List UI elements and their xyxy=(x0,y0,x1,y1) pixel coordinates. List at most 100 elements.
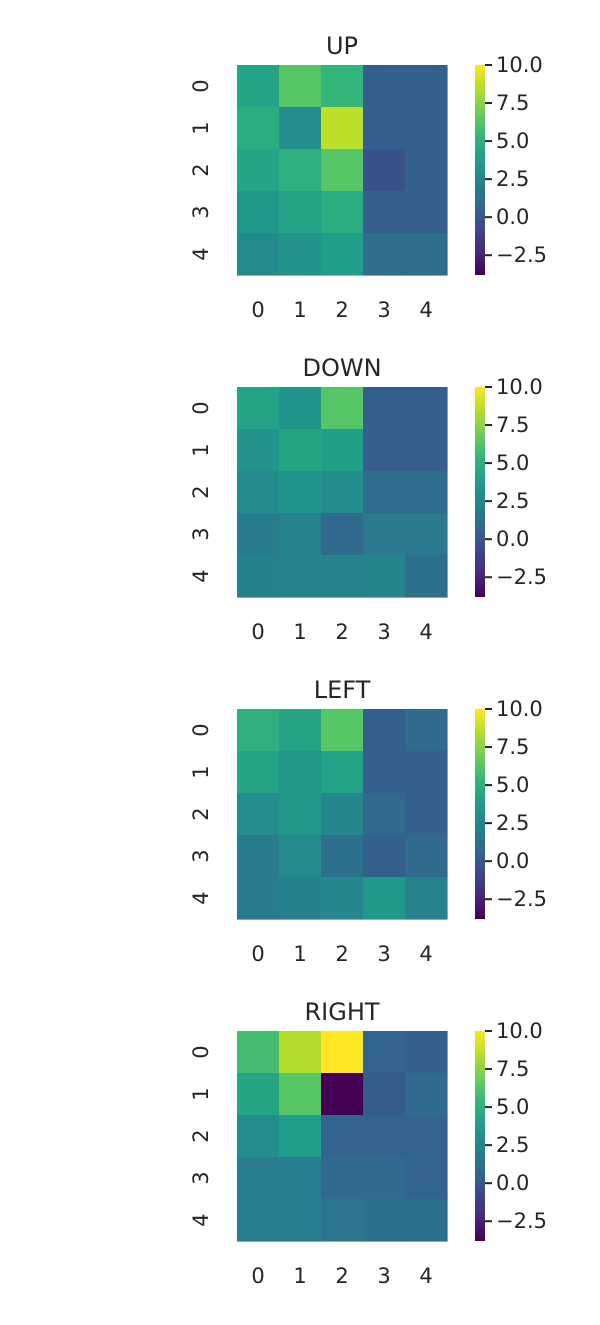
y-tick-label: 3 xyxy=(189,205,213,218)
heatmap-cell xyxy=(363,877,406,920)
heatmap-panel-down: DOWN 0 1 2 3 4 0 1 2 3 4 10.0 7.5 5.0 2.5 0.0 −2.5 xyxy=(189,354,547,644)
colorbar-tick-label: 5.0 xyxy=(496,1095,529,1119)
heatmap-panel-right: RIGHT 0 1 2 3 4 0 1 2 3 4 10.0 7.5 5.0 2.5 0.0 −2.5 xyxy=(189,998,547,1288)
heatmap-cell xyxy=(237,751,280,794)
heatmap-cell xyxy=(237,835,280,878)
heatmap-cell xyxy=(405,149,448,192)
heatmap-cell xyxy=(237,107,280,150)
colorbar-tick-label: 10.0 xyxy=(496,697,543,721)
x-tick-label: 1 xyxy=(293,942,306,966)
colorbar-tick-label: 2.5 xyxy=(496,167,529,191)
heatmap-cell xyxy=(321,835,364,878)
x-tick-label: 1 xyxy=(293,298,306,322)
y-tick-label: 2 xyxy=(189,1129,213,1142)
heatmap-cell xyxy=(363,835,406,878)
y-tick-label: 0 xyxy=(189,723,213,736)
colorbar-tick-label: 0.0 xyxy=(496,205,529,229)
heatmap-cell xyxy=(405,1199,448,1242)
heatmap-cell xyxy=(237,555,280,598)
colorbar xyxy=(475,1031,485,1241)
heatmap-cell xyxy=(321,387,364,430)
heatmap-cell xyxy=(279,709,322,752)
heatmap-cell xyxy=(237,877,280,920)
x-tick-label: 0 xyxy=(251,1264,264,1288)
heatmap-cell xyxy=(363,471,406,514)
panel-title: LEFT xyxy=(314,676,371,704)
heatmap-cell xyxy=(405,877,448,920)
heatmap-cell xyxy=(279,191,322,234)
colorbar-tick-label: −2.5 xyxy=(496,565,547,589)
y-tick-label: 2 xyxy=(189,163,213,176)
heatmap-cell xyxy=(405,751,448,794)
colorbar-tick-label: 2.5 xyxy=(496,811,529,835)
heatmap-cell xyxy=(363,1115,406,1158)
colorbar-tick-label: 5.0 xyxy=(496,451,529,475)
heatmap-cell xyxy=(237,191,280,234)
heatmap-cell xyxy=(405,429,448,472)
heatmap-cell xyxy=(321,429,364,472)
x-tick-label: 1 xyxy=(293,1264,306,1288)
heatmap-cell xyxy=(279,877,322,920)
x-tick-label: 2 xyxy=(335,620,348,644)
heatmap-cell xyxy=(237,65,280,108)
heatmap-cell xyxy=(279,1031,322,1074)
heatmap-panel-left: LEFT 0 1 2 3 4 0 1 2 3 4 10.0 7.5 5.0 2.5 0.0 −2.5 xyxy=(189,676,547,966)
x-tick-label: 4 xyxy=(419,620,432,644)
heatmap-cell xyxy=(279,1199,322,1242)
heatmap-cell xyxy=(279,1115,322,1158)
heatmap-cell xyxy=(279,471,322,514)
colorbar-tick-label: 5.0 xyxy=(496,773,529,797)
heatmap-cell xyxy=(363,429,406,472)
heatmap-cell xyxy=(405,471,448,514)
heatmap-cell xyxy=(405,1073,448,1116)
heatmap-cell xyxy=(237,1073,280,1116)
x-tick-label: 4 xyxy=(419,1264,432,1288)
y-tick-label: 3 xyxy=(189,527,213,540)
heatmap-cell xyxy=(279,751,322,794)
heatmap-cell xyxy=(321,709,364,752)
colorbar-tick-label: 0.0 xyxy=(496,1171,529,1195)
x-tick-label: 2 xyxy=(335,298,348,322)
colorbar-tick-label: −2.5 xyxy=(496,243,547,267)
heatmap-cell xyxy=(237,387,280,430)
heatmap-cell xyxy=(237,1115,280,1158)
heatmap-cell xyxy=(321,107,364,150)
y-tick-label: 0 xyxy=(189,1045,213,1058)
heatmap-cell xyxy=(237,1199,280,1242)
heatmap-cell xyxy=(237,429,280,472)
heatmap-cell xyxy=(237,149,280,192)
heatmap-cell xyxy=(363,191,406,234)
heatmap-cell xyxy=(321,65,364,108)
heatmap-cell xyxy=(363,65,406,108)
heatmap-cell xyxy=(237,513,280,556)
heatmap-cell xyxy=(321,233,364,276)
x-tick-label: 2 xyxy=(335,1264,348,1288)
heatmap-cell xyxy=(279,1073,322,1116)
heatmap-cell xyxy=(405,1031,448,1074)
y-tick-label: 4 xyxy=(189,569,213,582)
heatmap-cell xyxy=(405,107,448,150)
panel-title: UP xyxy=(326,32,358,60)
x-tick-label: 2 xyxy=(335,942,348,966)
heatmap-cell xyxy=(279,1157,322,1200)
colorbar-tick-label: 2.5 xyxy=(496,1133,529,1157)
colorbar-tick-label: −2.5 xyxy=(496,1209,547,1233)
heatmap-cell xyxy=(363,1031,406,1074)
heatmap-cell xyxy=(405,387,448,430)
colorbar xyxy=(475,387,485,597)
x-tick-label: 3 xyxy=(377,1264,390,1288)
heatmap-cell xyxy=(363,793,406,836)
x-tick-label: 1 xyxy=(293,620,306,644)
heatmap-cell xyxy=(279,513,322,556)
heatmap-cell xyxy=(279,555,322,598)
heatmap-cell xyxy=(321,1031,364,1074)
heatmap-cell xyxy=(363,107,406,150)
heatmap-cell xyxy=(363,1199,406,1242)
heatmap-cell xyxy=(405,233,448,276)
heatmap-cell xyxy=(405,793,448,836)
heatmap-cell xyxy=(405,191,448,234)
panel-title: RIGHT xyxy=(304,998,379,1026)
colorbar-tick-label: −2.5 xyxy=(496,887,547,911)
heatmap-cell xyxy=(321,1115,364,1158)
